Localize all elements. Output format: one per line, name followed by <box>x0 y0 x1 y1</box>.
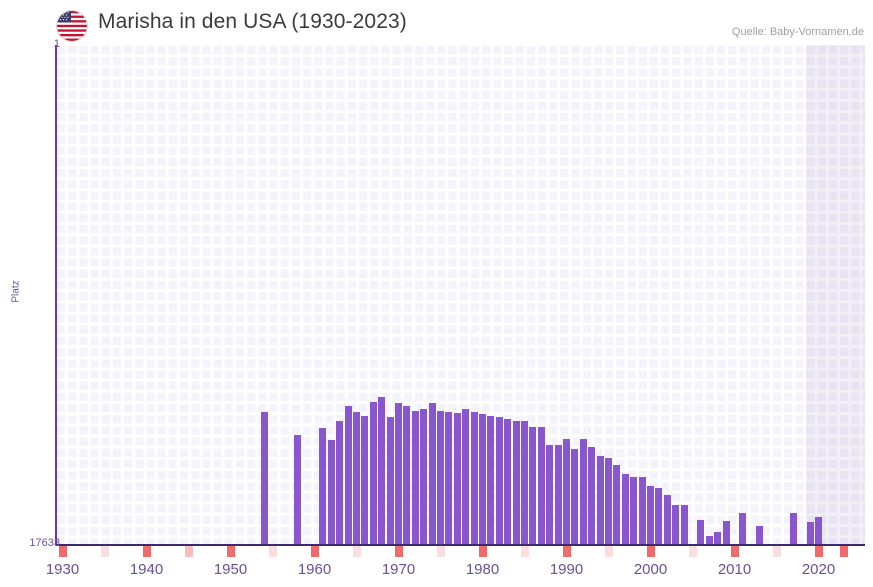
x-axis-tick-label: 1950 <box>213 561 248 578</box>
bar[interactable] <box>445 412 453 545</box>
x-axis-tick <box>311 546 319 557</box>
x-axis-tick-label: 2010 <box>717 561 752 578</box>
bar[interactable] <box>344 406 352 545</box>
x-axis-tick <box>185 546 193 557</box>
chart-source-attribution: Quelle: Baby-Vornamen.de <box>731 26 864 38</box>
bar[interactable] <box>487 416 495 545</box>
bar[interactable] <box>605 458 612 545</box>
x-axis-tick <box>815 546 823 557</box>
chart-header: Marisha in den USA (1930-2023) Quelle: B… <box>0 0 873 45</box>
x-axis-tick <box>647 546 655 557</box>
bar[interactable] <box>789 513 797 545</box>
x-axis-tick-label: 1990 <box>549 561 584 578</box>
bar[interactable] <box>378 397 386 545</box>
bar[interactable] <box>655 488 663 545</box>
usa-flag-icon <box>57 11 87 41</box>
bar[interactable] <box>521 421 528 545</box>
bar[interactable] <box>596 456 604 545</box>
bar[interactable] <box>705 536 713 545</box>
bar[interactable] <box>369 402 377 545</box>
bar[interactable] <box>411 411 419 545</box>
bar[interactable] <box>756 526 764 545</box>
y-axis-line <box>55 45 57 545</box>
x-axis-tick-label: 1930 <box>45 561 80 578</box>
bar[interactable] <box>327 440 335 545</box>
x-axis-line <box>56 544 865 546</box>
bar[interactable] <box>470 412 478 545</box>
bar[interactable] <box>428 403 436 545</box>
bar[interactable] <box>395 403 402 545</box>
bar[interactable] <box>403 406 411 545</box>
x-axis-tick <box>563 546 571 557</box>
chart-title: Marisha in den USA (1930-2023) <box>98 10 407 33</box>
bar[interactable] <box>462 409 470 545</box>
bar[interactable] <box>697 520 705 545</box>
x-axis-tick <box>101 546 109 557</box>
bar[interactable] <box>479 414 486 545</box>
bar[interactable] <box>571 449 579 545</box>
x-axis-tick-label: 1980 <box>465 561 500 578</box>
x-axis-tick <box>731 546 739 557</box>
bar[interactable] <box>638 477 646 545</box>
bar[interactable] <box>437 411 444 545</box>
x-axis-tick <box>840 546 849 557</box>
bar[interactable] <box>546 445 554 545</box>
bar[interactable] <box>563 439 570 545</box>
bar[interactable] <box>336 421 344 545</box>
x-axis-tick-label: 2020 <box>801 561 836 578</box>
bar[interactable] <box>495 417 503 545</box>
x-axis-tick <box>395 546 403 557</box>
chart-shaded-region <box>806 45 865 545</box>
bar[interactable] <box>672 505 680 545</box>
x-axis-tick <box>773 546 781 557</box>
y-axis-title: Platz <box>10 280 22 303</box>
bar[interactable] <box>294 435 302 545</box>
x-axis-tick <box>689 546 697 557</box>
bar[interactable] <box>579 439 587 545</box>
y-axis-label-top: 1 <box>53 38 60 50</box>
bar[interactable] <box>353 412 360 545</box>
x-axis-tick <box>269 546 277 557</box>
bar[interactable] <box>680 505 688 545</box>
bar[interactable] <box>260 412 268 545</box>
bar[interactable] <box>739 513 747 545</box>
bar[interactable] <box>512 421 520 545</box>
x-axis-tick <box>59 546 67 557</box>
x-axis-tick-label: 2000 <box>633 561 668 578</box>
bar[interactable] <box>621 474 629 545</box>
x-axis-tick <box>143 546 151 557</box>
x-axis-tick-label: 1960 <box>297 561 332 578</box>
bar[interactable] <box>420 409 428 545</box>
x-axis-tick <box>605 546 613 557</box>
bar[interactable] <box>663 495 671 545</box>
bar[interactable] <box>529 427 537 545</box>
bar[interactable] <box>453 413 461 545</box>
x-axis-tick <box>479 546 487 557</box>
bar[interactable] <box>588 447 596 545</box>
bar[interactable] <box>537 427 545 545</box>
x-axis-tick <box>437 546 445 557</box>
bar[interactable] <box>504 419 512 545</box>
x-axis-tick-label: 1940 <box>129 561 164 578</box>
bar[interactable] <box>722 521 730 545</box>
bar[interactable] <box>613 465 621 545</box>
bar[interactable] <box>714 532 722 545</box>
bar[interactable] <box>386 417 394 545</box>
bar[interactable] <box>806 522 814 545</box>
bar[interactable] <box>361 416 369 545</box>
bar[interactable] <box>647 486 654 545</box>
bar[interactable] <box>319 428 327 545</box>
bar[interactable] <box>630 477 638 545</box>
x-axis-tick <box>227 546 235 557</box>
bar[interactable] <box>554 445 562 545</box>
y-axis-label-bottom: 17633 <box>29 537 60 549</box>
x-axis-tick <box>521 546 529 557</box>
x-axis-tick-label: 1970 <box>381 561 416 578</box>
chart-plot-area <box>56 45 865 545</box>
x-axis-tick <box>353 546 361 557</box>
bar[interactable] <box>815 517 822 545</box>
